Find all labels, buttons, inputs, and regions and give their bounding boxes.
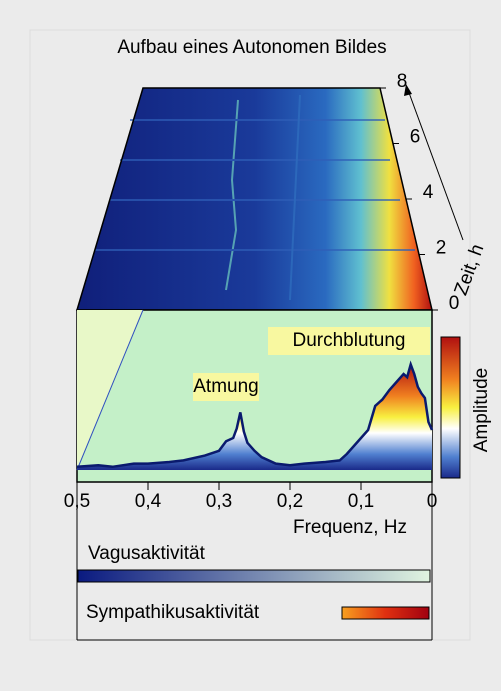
x-tick-label: 0,2 xyxy=(277,491,303,512)
x-tick-label: 0,1 xyxy=(348,491,374,512)
x-tick-label: 0,5 xyxy=(64,491,90,512)
z-tick-label: 2 xyxy=(436,238,447,259)
z-tick-label: 8 xyxy=(397,71,408,92)
z-tick-label: 6 xyxy=(410,127,421,148)
x-tick-label: 0,3 xyxy=(206,491,232,512)
x-axis-label: Frequenz, Hz xyxy=(293,517,407,538)
chart: Aufbau eines Autonomen Bildes Durchblutu… xyxy=(0,0,501,686)
activity-label: Sympathikusaktivität xyxy=(86,602,260,623)
x-tick-label: 0,4 xyxy=(135,491,162,512)
colorbar xyxy=(441,337,460,478)
activity-bar xyxy=(78,570,430,582)
activity-label: Vagusaktivität xyxy=(88,543,206,564)
annotation: Atmung xyxy=(193,376,258,397)
z-tick-label: 0 xyxy=(449,293,460,314)
z-tick-label: 4 xyxy=(423,182,434,203)
colorbar-label: Amplitude xyxy=(471,368,492,453)
x-tick-label: 0 xyxy=(427,491,438,512)
chart-title: Aufbau eines Autonomen Bildes xyxy=(117,37,386,58)
activity-bar xyxy=(342,607,429,619)
annotation: Durchblutung xyxy=(292,330,405,351)
